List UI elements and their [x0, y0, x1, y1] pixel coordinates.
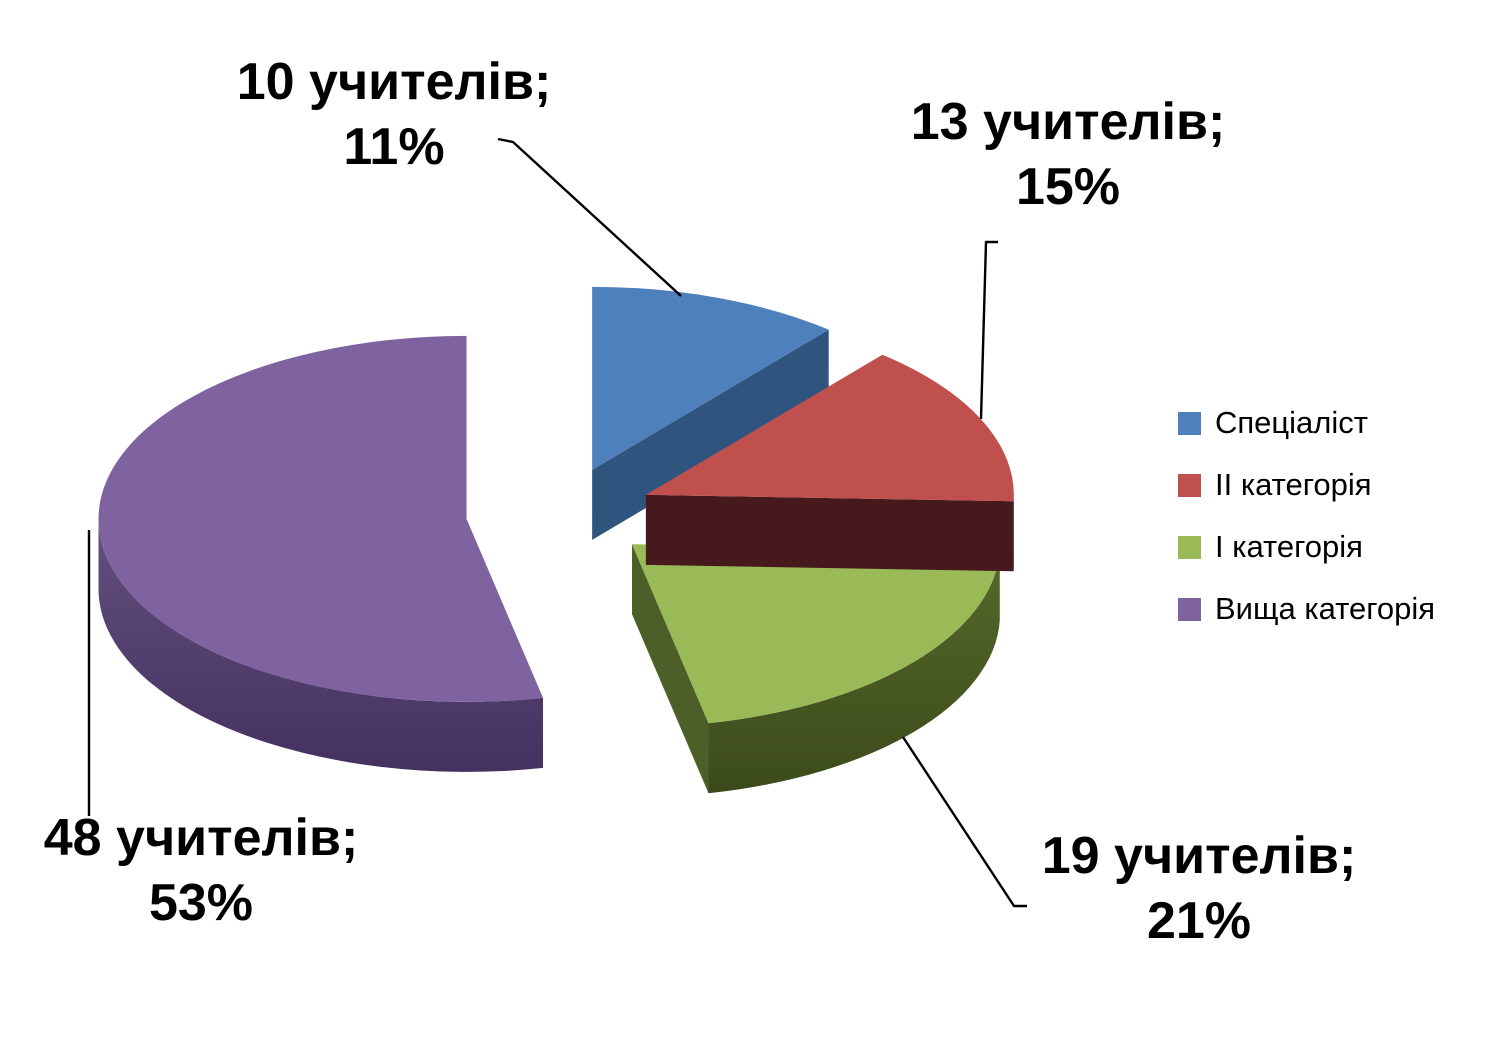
legend-item-specialist: Спеціаліст [1178, 405, 1435, 440]
data-label-slice-1: 13 учителів; 15% [911, 90, 1226, 220]
pie-slice-1-top [645, 354, 1014, 502]
legend-swatch-icon [1178, 597, 1201, 621]
data-label-slice-2: 19 учителів; 21% [1042, 824, 1357, 954]
legend-swatch-icon [1178, 473, 1201, 497]
legend-item-higher-category: Вища категорія [1178, 591, 1436, 626]
legend-item-category-2: II категорія [1178, 467, 1435, 502]
pie-slice-1-cut-face [645, 494, 1014, 572]
data-label-percent: 15% [1015, 158, 1121, 216]
data-label-count: 48 учителів; [43, 809, 359, 867]
pie-slice-3-top [98, 335, 544, 702]
leader-line-slice-0 [497, 137, 682, 297]
pie-slice-0-cut-face [592, 329, 829, 540]
pie-slice-3-rim [98, 518, 544, 772]
pie-slice-2-top [632, 544, 1000, 724]
data-label-count: 19 учителів; [1041, 827, 1357, 885]
legend-label: Спеціаліст [1215, 405, 1368, 440]
legend-label: Вища категорія [1215, 591, 1436, 626]
legend-label: II категорія [1215, 467, 1372, 502]
data-label-slice-0: 10 учителів; 11% [237, 50, 552, 180]
data-label-slice-3: 48 учителів; 53% [44, 806, 359, 936]
data-label-percent: 21% [1146, 892, 1252, 950]
leader-line-slice-2 [901, 736, 1027, 908]
legend-swatch-icon [1178, 411, 1201, 435]
legend-item-category-1: I категорія [1178, 529, 1435, 564]
leader-line-slice-1 [979, 240, 998, 420]
legend: Спеціаліст II категорія I категорія Вища… [1178, 405, 1436, 654]
legend-swatch-icon [1178, 535, 1201, 559]
pie-slice-0-top [592, 286, 829, 470]
pie-slice-2-cut-face [632, 544, 709, 794]
data-label-count: 13 учителів; [910, 93, 1226, 151]
legend-label: I категорія [1215, 529, 1363, 564]
data-label-count: 10 учителів; [236, 53, 552, 111]
pie-slice-2-rim [708, 550, 1000, 794]
data-label-percent: 11% [343, 118, 445, 176]
data-label-percent: 53% [148, 874, 254, 932]
